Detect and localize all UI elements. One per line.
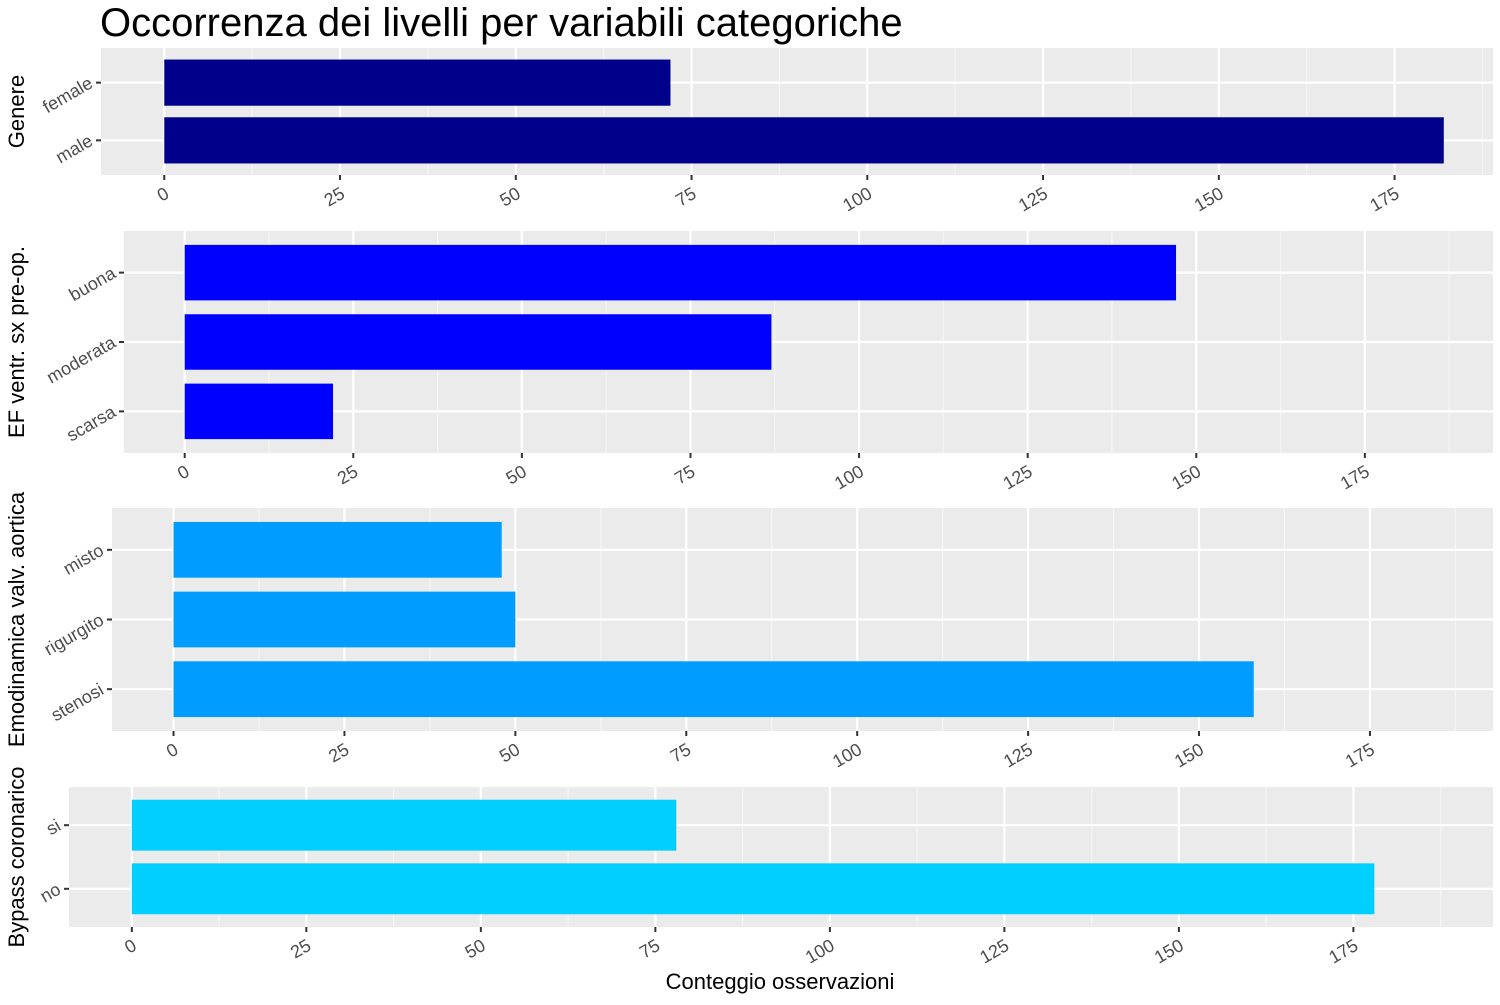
x-tick-label: 125 <box>1000 739 1036 771</box>
x-tick-label: 75 <box>672 183 699 210</box>
y-axis-label: Genere <box>4 75 29 148</box>
y-tick-label: si <box>43 815 64 839</box>
x-tick-label: 0 <box>163 739 182 761</box>
x-tick-label: 0 <box>174 461 193 483</box>
y-tick-label: male <box>52 131 96 168</box>
x-axis-label: Conteggio osservazioni <box>666 969 895 994</box>
x-tick-label: 175 <box>1325 935 1361 967</box>
bar-buona <box>184 244 1177 301</box>
x-tick-label: 25 <box>334 461 361 488</box>
x-tick-label: 25 <box>325 739 352 766</box>
y-tick-label: moderata <box>43 332 120 388</box>
y-tick-label: female <box>39 73 96 117</box>
x-tick-label: 150 <box>1168 461 1204 493</box>
x-tick-label: 125 <box>976 935 1012 967</box>
x-tick-label: 175 <box>1337 461 1373 493</box>
bar-si <box>131 799 677 851</box>
x-tick-label: 100 <box>839 183 875 215</box>
x-tick-label: 100 <box>831 461 867 493</box>
x-tick-label: 100 <box>802 935 838 967</box>
bar-moderata <box>184 314 772 370</box>
y-tick-label: scarsa <box>63 401 120 445</box>
x-tick-label: 125 <box>1000 461 1036 493</box>
y-tick-label: rigurgito <box>41 610 107 660</box>
x-tick-label: 50 <box>503 461 530 488</box>
x-tick-label: 150 <box>1151 935 1187 967</box>
bar-scarsa <box>184 383 334 440</box>
bar-female <box>164 59 671 106</box>
y-tick-label: buona <box>66 262 120 305</box>
bar-misto <box>173 521 502 578</box>
bar-stenosi <box>173 661 1254 718</box>
x-tick-label: 50 <box>496 739 523 766</box>
panel-4: si no 0 25 50 75 100 125 150 175 Bypass coronarico <box>4 767 1493 967</box>
y-axis-label: EF ventr. sx pre-op. <box>4 246 29 438</box>
bar-male <box>164 117 1444 164</box>
y-tick-label: stenosi <box>48 679 107 725</box>
y-tick-label: no <box>37 879 64 906</box>
x-tick-label: 0 <box>154 183 173 205</box>
x-tick-label: 75 <box>636 935 663 962</box>
panel-2: buona moderata scarsa 0 25 50 75 100 125 150 175 EF… <box>4 231 1493 493</box>
y-axis-label: Emodinamica valv. aortica <box>4 491 29 747</box>
x-tick-label: 125 <box>1015 183 1051 215</box>
bar-rigurgito <box>173 591 516 648</box>
panel-3: misto rigurgito stenosi 0 25 50 75 100 125 150 175… <box>4 491 1493 771</box>
x-tick-label: 25 <box>287 935 314 962</box>
x-tick-label: 0 <box>121 935 140 957</box>
x-tick-label: 150 <box>1191 183 1227 215</box>
y-tick-label: misto <box>60 540 107 579</box>
x-tick-label: 175 <box>1342 739 1378 771</box>
x-tick-label: 50 <box>461 935 488 962</box>
x-tick-label: 25 <box>321 183 348 210</box>
chart-title: Occorrenza dei livelli per variabili cat… <box>100 1 903 45</box>
x-tick-label: 75 <box>667 739 694 766</box>
x-tick-label: 50 <box>496 183 523 210</box>
x-tick-label: 175 <box>1367 183 1403 215</box>
bar-no <box>131 863 1375 915</box>
x-tick-label: 150 <box>1171 739 1207 771</box>
panels: female male 0 25 50 75 100 125 150 175 Genere buona… <box>4 48 1493 967</box>
y-axis-label: Bypass coronarico <box>4 767 29 948</box>
x-tick-label: 100 <box>829 739 865 771</box>
panel-1: female male 0 25 50 75 100 125 150 175 Genere <box>4 48 1493 215</box>
x-tick-label: 75 <box>671 461 698 488</box>
